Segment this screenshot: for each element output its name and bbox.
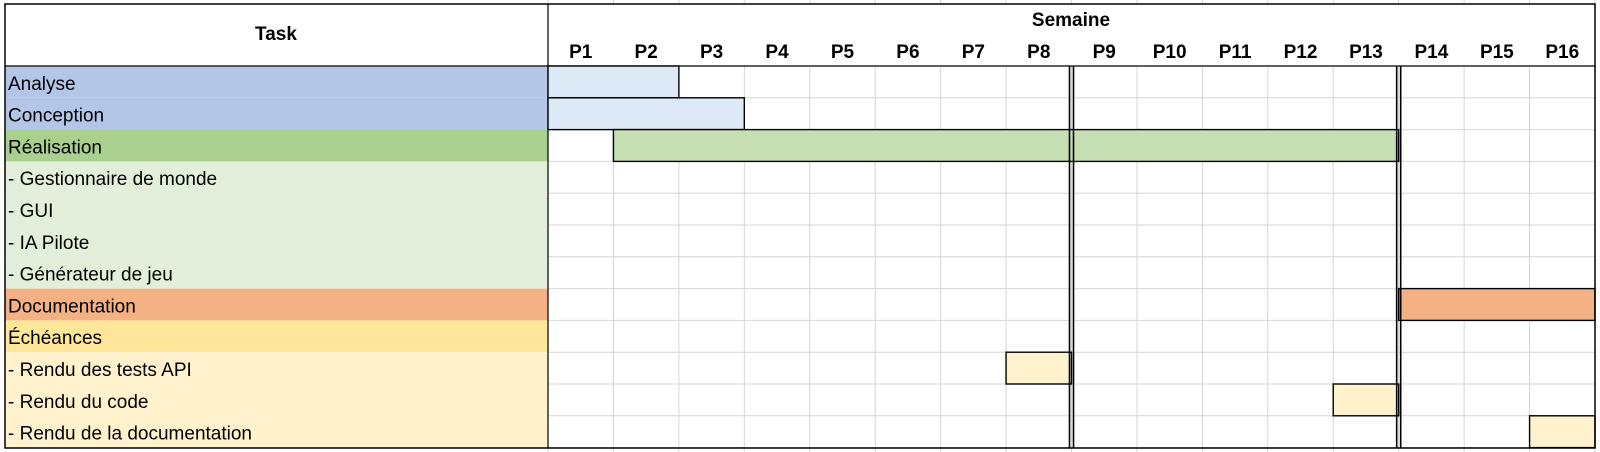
period-label-p15: P15 <box>1480 42 1514 63</box>
task-bar <box>612 128 1400 163</box>
task-header-cell <box>4 3 549 67</box>
task-row-bg <box>5 256 548 289</box>
period-label-p3: P3 <box>700 42 723 63</box>
period-label-p5: P5 <box>831 42 855 63</box>
task-header-label: Task <box>255 24 297 45</box>
task-label: Documentation <box>8 296 136 317</box>
task-row-bg <box>5 66 548 98</box>
task-label: Réalisation <box>8 137 102 158</box>
task-label: Conception <box>8 106 104 127</box>
task-row-bg <box>5 288 548 321</box>
task-row-bg <box>5 129 548 162</box>
task-label: Échéances <box>8 328 102 349</box>
period-label-p9: P9 <box>1093 42 1116 63</box>
period-label-p16: P16 <box>1545 42 1579 63</box>
period-label-p14: P14 <box>1415 42 1449 63</box>
task-row-bg <box>5 193 548 225</box>
task-bar <box>1332 383 1400 417</box>
bars <box>547 65 1596 449</box>
period-labels: P1 P2 P3 P4 P5 P6 P7 P8 P9 P10 P11 P12 P13 P14 P15 P16 <box>569 42 1579 63</box>
task-label: - Rendu de la documentation <box>8 424 252 445</box>
task-label: - Rendu des tests API <box>8 360 192 381</box>
task-row-bg <box>5 415 548 448</box>
task-rows: Analyse Conception Réalisation - Gestionnai… <box>5 66 548 448</box>
task-label: - Rendu du code <box>8 392 149 413</box>
task-label: - GUI <box>8 201 53 222</box>
task-bar <box>1528 415 1596 449</box>
task-label: - Gestionnaire de monde <box>8 169 217 190</box>
period-label-p1: P1 <box>569 42 593 63</box>
semaine-header-label: Semaine <box>1032 10 1110 31</box>
period-label-p13: P13 <box>1349 42 1383 63</box>
milestone-dividers <box>1068 66 1402 448</box>
period-label-p7: P7 <box>962 42 985 63</box>
task-row-bg <box>5 384 548 416</box>
period-label-p10: P10 <box>1153 42 1187 63</box>
task-row-bg <box>5 320 548 353</box>
period-label-p8: P8 <box>1027 42 1050 63</box>
chart-border <box>4 3 1596 449</box>
period-label-p6: P6 <box>896 42 919 63</box>
task-label: - IA Pilote <box>8 233 89 254</box>
period-label-p11: P11 <box>1219 42 1252 63</box>
task-row-bg <box>5 352 548 384</box>
period-label-p12: P12 <box>1284 42 1318 63</box>
task-row-bg <box>5 97 548 130</box>
task-row-bg <box>5 225 548 257</box>
task-bar <box>547 97 746 131</box>
task-bar <box>1397 287 1596 322</box>
period-label-p4: P4 <box>765 42 789 63</box>
task-label: Analyse <box>8 74 76 95</box>
task-row-bg <box>5 161 548 194</box>
task-bar <box>1005 351 1073 385</box>
task-bar <box>547 65 680 99</box>
period-label-p2: P2 <box>635 42 658 63</box>
task-label: - Générateur de jeu <box>8 265 173 286</box>
